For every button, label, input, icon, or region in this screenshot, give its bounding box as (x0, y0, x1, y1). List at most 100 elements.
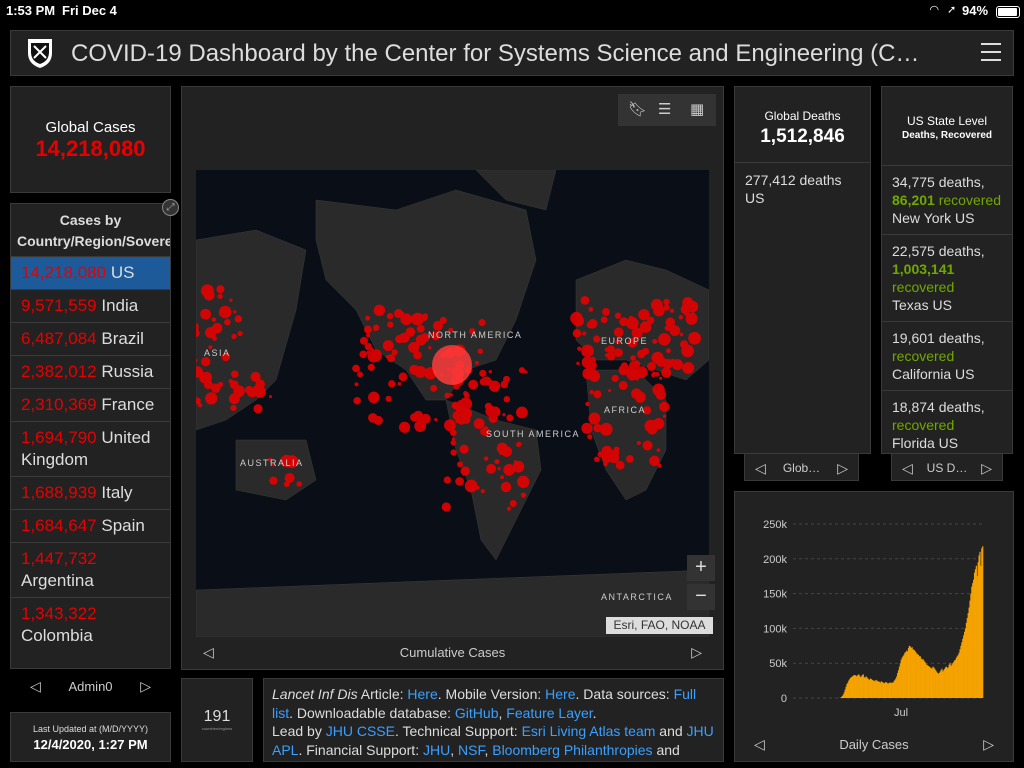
country-name: Argentina (21, 571, 94, 590)
bar (979, 551, 981, 698)
map-toolbar: 🔖︎ ☰ ▦ (618, 94, 716, 126)
prev-arrow-icon[interactable]: ◁ (902, 460, 913, 476)
case-bubble (477, 348, 484, 355)
case-bubble (208, 345, 213, 350)
bar (949, 663, 951, 698)
prev-arrow-icon[interactable]: ◁ (755, 460, 766, 476)
case-bubble (463, 391, 468, 396)
y-tick-label: 100k (763, 623, 787, 635)
bar (980, 565, 982, 698)
y-tick-label: 150k (763, 589, 787, 601)
case-bubble (680, 304, 691, 315)
case-bubble (506, 506, 512, 511)
article-link[interactable]: Here (407, 686, 438, 702)
country-cases: 14,218,080 (21, 263, 107, 282)
next-arrow-icon[interactable]: ▷ (981, 460, 992, 476)
bar (898, 666, 901, 698)
esri-link[interactable]: Esri Living Atlas team (521, 723, 656, 739)
hamburger-menu-icon[interactable] (981, 43, 1001, 67)
x-tick-label: Jul (894, 707, 908, 719)
case-bubble (203, 289, 215, 301)
bar (915, 652, 917, 698)
country-row[interactable]: 9,571,559 India (11, 289, 170, 322)
case-bubble (626, 455, 634, 463)
case-bubble (642, 321, 647, 326)
bar (872, 680, 874, 698)
country-row[interactable]: 1,688,939 Italy (11, 476, 170, 509)
country-row[interactable]: 14,218,080 US (11, 256, 170, 289)
jhu-link[interactable]: JHU (422, 741, 451, 758)
bar (887, 683, 889, 698)
jhu-csse-link[interactable]: JHU CSSE (325, 723, 395, 739)
bar (926, 664, 928, 698)
zoom-out-button[interactable]: − (687, 584, 715, 610)
bar (850, 677, 853, 698)
country-row[interactable]: 1,684,647 Spain (11, 509, 170, 542)
case-bubble (619, 317, 629, 327)
bar (850, 677, 852, 698)
case-bubble (457, 461, 464, 468)
next-arrow-icon[interactable]: ▷ (140, 678, 151, 694)
prev-arrow-icon[interactable]: ◁ (30, 678, 41, 694)
bar (897, 670, 900, 698)
us-state-list: 34,775 deaths, 86,201 recovered New York … (882, 165, 1012, 453)
case-bubble (387, 321, 394, 328)
us-state-row[interactable]: 18,874 deaths, recovered Florida US (882, 390, 1012, 453)
mobile-version-link[interactable]: Here (545, 686, 576, 702)
bloomberg-link[interactable]: Bloomberg Philanthropies (492, 741, 653, 758)
country-row[interactable]: 1,343,322 Colombia (11, 597, 170, 652)
bookmark-icon[interactable]: 🔖︎ (628, 101, 648, 118)
jhu-apl-link[interactable]: JHU APL (272, 723, 714, 758)
country-row[interactable]: 1,694,790 United Kingdom (11, 421, 170, 476)
country-row[interactable]: 2,310,369 France (11, 388, 170, 421)
us-state-row[interactable]: 22,575 deaths, 1,003,141 recovered Texas … (882, 234, 1012, 321)
case-bubble (651, 351, 664, 364)
status-battery: 94% (962, 3, 989, 18)
prev-arrow-icon[interactable]: ◁ (203, 644, 214, 660)
case-bubble (387, 354, 396, 363)
deaths-row[interactable]: 277,412 deaths US (735, 162, 870, 215)
country-row[interactable]: 1,447,732 Argentina (11, 542, 170, 597)
prev-arrow-icon[interactable]: ◁ (754, 736, 765, 752)
deaths-row-text: deaths US (745, 172, 842, 206)
list-icon[interactable]: ☰ (658, 101, 672, 118)
country-row[interactable]: 6,487,084 Brazil (11, 322, 170, 355)
feature-layer-link[interactable]: Feature Layer (506, 704, 593, 721)
world-map[interactable]: ASIA NORTH AMERICA EUROPE AFRICA SOUTH A… (196, 170, 709, 637)
case-bubble (482, 377, 487, 382)
bar (970, 593, 972, 698)
nsf-link[interactable]: NSF (458, 741, 485, 758)
qr-code-icon[interactable]: ▦ (690, 101, 705, 118)
bar (893, 681, 895, 698)
next-arrow-icon[interactable]: ▷ (837, 460, 848, 476)
bar (910, 647, 912, 698)
country-row[interactable]: 2,382,012 Russia (11, 355, 170, 388)
bar (921, 659, 923, 698)
bar (972, 583, 974, 698)
case-bubble (632, 320, 637, 325)
case-bubble (628, 315, 634, 322)
location-icon: ➚ (947, 4, 957, 16)
us-state-row[interactable]: 34,775 deaths, 86,201 recovered New York … (882, 165, 1012, 234)
case-bubble (367, 363, 375, 371)
case-bubble (497, 467, 501, 471)
case-bubble (587, 434, 593, 440)
bar (855, 675, 857, 698)
full-list-link[interactable]: Full list (272, 686, 697, 721)
country-name: Russia (101, 362, 154, 381)
expand-icon[interactable]: ⤢ (162, 199, 179, 216)
github-link[interactable]: GitHub (454, 704, 499, 721)
daily-cases-panel: 0 50k 100k 150k 200k 250k Jul (734, 491, 1014, 762)
bar (851, 676, 854, 698)
y-tick-label: 200k (763, 554, 787, 566)
bar (939, 671, 941, 698)
next-arrow-icon[interactable]: ▷ (983, 736, 994, 752)
bar (896, 676, 898, 698)
case-bubble (602, 308, 610, 316)
bar (918, 656, 920, 698)
map-label-europe: EUROPE (601, 336, 648, 346)
bar (950, 665, 952, 698)
next-arrow-icon[interactable]: ▷ (691, 644, 702, 660)
us-state-row[interactable]: 19,601 deaths, recovered California US (882, 321, 1012, 390)
zoom-in-button[interactable]: + (687, 555, 715, 581)
